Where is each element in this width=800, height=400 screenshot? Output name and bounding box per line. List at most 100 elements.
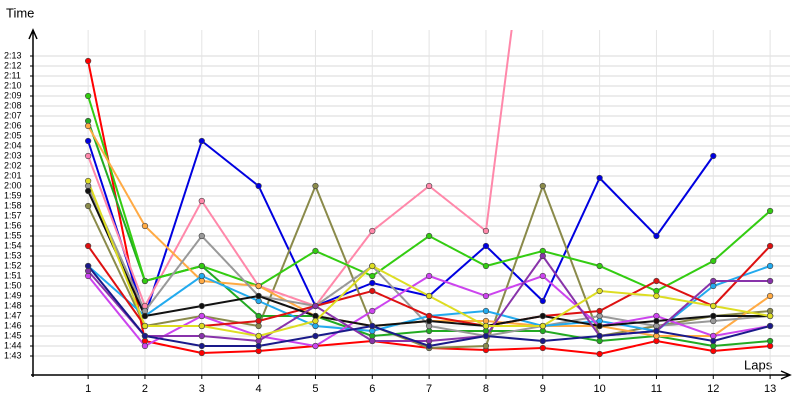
data-point: [198, 332, 205, 340]
y-tick-label: 1:59: [4, 190, 22, 200]
data-point: [255, 282, 262, 290]
data-point: [539, 312, 546, 320]
data-point: [710, 277, 717, 285]
data-point: [767, 262, 774, 270]
data-point: [198, 272, 205, 280]
y-tick-label: 1:53: [4, 250, 22, 260]
y-tick-label: 2:00: [4, 180, 22, 190]
data-point: [426, 317, 433, 325]
data-point: [141, 322, 149, 330]
data-point: [198, 137, 205, 145]
x-axis-label: Laps: [744, 357, 773, 372]
data-point: [596, 350, 603, 358]
data-point: [198, 322, 205, 330]
y-tick-label: 2:11: [4, 70, 21, 80]
data-point: [767, 322, 774, 330]
y-tick-label: 1:50: [4, 280, 22, 290]
data-point: [369, 227, 376, 235]
y-tick-label: 1:44: [4, 340, 22, 350]
data-point: [767, 277, 774, 285]
data-point: [85, 152, 92, 160]
y-tick-label: 2:07: [4, 110, 22, 120]
y-tick-label: 2:05: [4, 130, 22, 140]
data-point: [369, 307, 376, 315]
data-point: [369, 272, 376, 280]
data-point: [767, 292, 774, 300]
data-point: [539, 297, 546, 305]
data-point: [255, 342, 262, 350]
data-point: [85, 187, 92, 195]
data-point: [141, 332, 149, 340]
y-tick-label: 1:55: [4, 230, 22, 240]
y-tick-label: 1:48: [4, 300, 22, 310]
data-point: [85, 137, 92, 145]
data-point: [312, 302, 319, 310]
x-tick-label: 5: [312, 383, 318, 395]
y-tick-label: 1:49: [4, 290, 22, 300]
y-tick-label: 2:03: [4, 150, 22, 160]
data-point: [198, 232, 205, 240]
data-point: [767, 337, 774, 345]
data-point: [198, 349, 205, 357]
data-point: [653, 292, 660, 300]
data-point: [369, 279, 376, 287]
data-point: [312, 182, 319, 190]
y-tick-label: 2:01: [4, 170, 22, 180]
data-point: [482, 342, 490, 350]
data-point: [596, 174, 603, 182]
x-tick-label: 13: [764, 383, 776, 395]
data-point: [653, 327, 660, 335]
data-point: [482, 322, 490, 330]
data-point: [596, 332, 603, 340]
data-point: [653, 317, 660, 325]
x-tick-label: 9: [540, 383, 546, 395]
data-point: [482, 292, 490, 300]
data-point: [596, 262, 603, 270]
data-point: [85, 262, 92, 270]
data-point: [596, 307, 603, 315]
x-tick-label: 4: [256, 383, 262, 395]
data-point: [312, 247, 319, 255]
y-tick-label: 1:46: [4, 320, 22, 330]
x-tick-label: 6: [369, 383, 375, 395]
data-point: [198, 312, 205, 320]
data-point: [653, 277, 660, 285]
x-tick-label: 11: [651, 383, 662, 395]
x-axis: [31, 370, 792, 380]
data-point: [539, 252, 546, 260]
x-tick-label: 3: [199, 383, 205, 395]
data-point: [596, 322, 603, 330]
y-axis-label: Time: [6, 5, 34, 20]
data-point: [710, 337, 717, 345]
y-tick-label: 1:43: [4, 350, 22, 360]
data-point: [369, 322, 376, 330]
data-point: [141, 222, 149, 230]
data-point: [426, 272, 433, 280]
y-tick-label: 2:09: [4, 90, 22, 100]
x-tick-label: 7: [426, 383, 432, 395]
data-point: [198, 262, 205, 270]
data-point: [198, 197, 205, 205]
y-tick-label: 2:06: [4, 120, 22, 130]
data-point: [255, 292, 262, 300]
y-tick-label: 1:45: [4, 330, 22, 340]
data-point: [426, 342, 433, 350]
data-point: [198, 342, 205, 350]
data-point: [369, 337, 376, 345]
x-tick-label: 12: [707, 383, 719, 395]
x-tick-label: 2: [142, 383, 148, 395]
data-point: [653, 232, 660, 240]
data-point: [482, 227, 490, 235]
data-point: [767, 207, 774, 215]
data-point: [426, 232, 433, 240]
data-point: [141, 277, 149, 285]
data-point: [255, 317, 262, 325]
data-point: [85, 202, 92, 210]
y-tick-label: 1:56: [4, 220, 22, 230]
y-tick-label: 1:51: [4, 270, 22, 280]
data-point: [482, 332, 490, 340]
data-point: [312, 342, 319, 350]
data-point: [369, 287, 376, 295]
data-point: [539, 322, 546, 330]
